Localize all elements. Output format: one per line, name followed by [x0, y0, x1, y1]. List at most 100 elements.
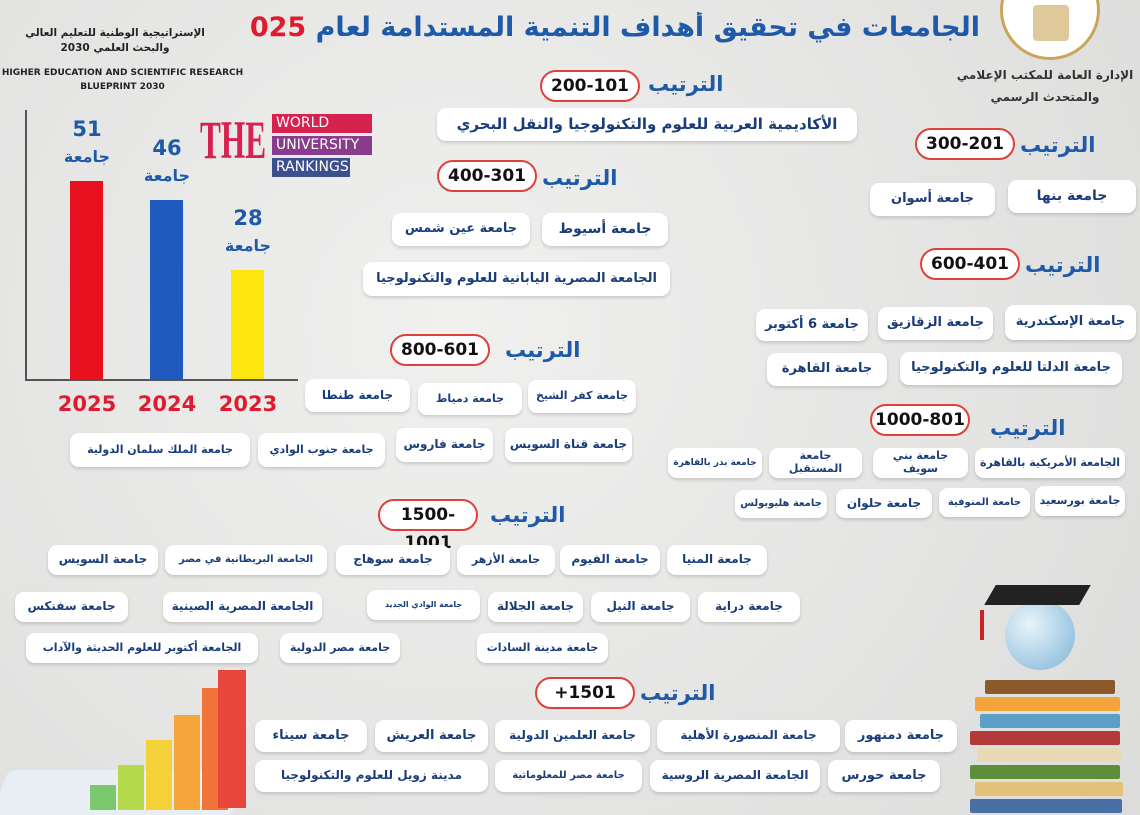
rank-label: الترتيب: [648, 72, 724, 96]
university-chip: جامعة المستقبل: [769, 448, 862, 478]
the-logo-world: WORLD: [272, 114, 372, 133]
media-line-1: الإدارة العامة للمكتب الإعلامي: [956, 68, 1134, 82]
university-chip: جامعة بني سويف: [873, 448, 968, 478]
university-chip: جامعة دمنهور: [845, 720, 957, 752]
university-chip: مدينة زويل للعلوم والتكنولوجيا: [255, 760, 488, 792]
university-chip: جامعة 6 أكتوبر: [756, 309, 868, 341]
university-chip: جامعة الدلتا للعلوم والتكنولوجيا: [900, 352, 1122, 385]
rank-label: الترتيب: [542, 166, 618, 190]
bar-unit-label: جامعة: [63, 147, 111, 166]
the-logo-university: UNIVERSITY: [272, 136, 372, 155]
rank-label: الترتيب: [990, 416, 1066, 440]
rank-range-badge: 300-201: [915, 128, 1015, 160]
rank-range-badge: 1500-1001: [378, 499, 478, 553]
university-chip: جامعة أسيوط: [542, 213, 668, 246]
university-chip: جامعة مدينة السادات: [477, 633, 608, 663]
rank-range-badge: 800-601: [390, 334, 490, 366]
university-chip: جامعة الملك سلمان الدولية: [70, 433, 250, 467]
university-chip: جامعة هليوبولس: [735, 490, 827, 518]
university-chip: جامعة دمياط: [418, 383, 522, 415]
university-chip: الجامعة الأمريكية بالقاهرة: [975, 448, 1125, 478]
university-chip: جامعة سيناء: [255, 720, 367, 752]
university-chip: جامعة دراية: [698, 592, 800, 622]
year-tick-label: 2023: [218, 392, 278, 416]
chart-x-axis: [25, 379, 298, 381]
bar-2024: [150, 200, 183, 379]
university-chip: جامعة طنطا: [305, 379, 410, 412]
rank-label: الترتيب: [1020, 133, 1096, 157]
rank-label: الترتيب: [490, 503, 566, 527]
media-office-text: الإدارة العامة للمكتب الإعلامي والمتحدث …: [955, 64, 1135, 108]
university-chip: الجامعة المصرية الصينية: [163, 592, 322, 622]
university-chip: جامعة الوادي الجديد: [367, 590, 480, 620]
rank-label: الترتيب: [1025, 253, 1101, 277]
rank-range-badge: 600-401: [920, 248, 1020, 280]
university-chip: جامعة الجلالة: [488, 592, 583, 622]
university-chip: جامعة بنها: [1008, 180, 1136, 213]
university-chip: جامعة الأزهر: [457, 545, 555, 575]
university-chip: جامعة النيل: [591, 592, 690, 622]
bar-value-label: 28: [233, 206, 263, 231]
university-chip: جامعة المنوفية: [939, 488, 1030, 517]
university-chip: جامعة أسوان: [870, 183, 995, 216]
bar-value-label: 46: [152, 136, 182, 161]
university-chip: جامعة الإسكندرية: [1005, 305, 1136, 340]
year-tick-label: 2025: [57, 392, 117, 416]
university-chip: جامعة جنوب الوادي: [258, 433, 385, 467]
university-chip: جامعة العلمين الدولية: [495, 720, 650, 752]
university-chip: الجامعة المصرية الروسية: [650, 760, 820, 792]
university-chip: الجامعة المصرية اليابانية للعلوم والتكنو…: [363, 262, 670, 296]
university-chip: جامعة فاروس: [396, 428, 493, 462]
university-chip: الجامعة أكتوبر للعلوم الحديثة والآداب: [26, 633, 258, 663]
rank-range-badge: 1000-801: [870, 404, 970, 436]
university-chip: جامعة بورسعيد: [1035, 486, 1125, 516]
strategy-logo-text: الإستراتيجية الوطنية للتعليم العالي والب…: [20, 26, 210, 56]
chart-y-axis: [25, 110, 27, 380]
rank-range-badge: +1501: [535, 677, 635, 709]
university-chip: جامعة حلوان: [836, 489, 932, 518]
university-chip: جامعة السويس: [48, 545, 158, 575]
strategy-line-2: والبحث العلمي 2030: [60, 42, 170, 54]
university-chip: جامعة مصر الدولية: [280, 633, 400, 663]
blueprint-text: HIGHER EDUCATION AND SCIENTIFIC RESEARCH…: [0, 66, 245, 94]
blueprint-line-1: HIGHER EDUCATION AND SCIENTIFIC RESEARCH: [1, 68, 244, 78]
university-chip: جامعة سوهاج: [336, 545, 450, 575]
university-chip: جامعة العريش: [375, 720, 488, 752]
bar-unit-label: جامعة: [143, 166, 191, 186]
ministry-seal-logo: [1000, 0, 1100, 60]
university-chip: جامعة المنيا: [667, 545, 767, 575]
the-logo-rankings: RANKINGS: [272, 158, 350, 177]
university-chip: جامعة سفنكس: [15, 592, 128, 622]
rank-label: الترتيب: [640, 681, 716, 705]
growth-graph-illustration: [0, 670, 250, 815]
university-chip: جامعة مصر للمعلوماتية: [495, 760, 642, 792]
university-chip: جامعة الفيوم: [560, 545, 660, 575]
university-chip: الجامعة البريطانية في مصر: [165, 545, 327, 575]
title-text: الجامعات في تحقيق أهداف التنمية المستدام…: [315, 12, 980, 43]
bar-2023: [231, 270, 264, 379]
university-chip: جامعة عين شمس: [392, 213, 530, 246]
blueprint-line-2: BLUEPRINT 2030: [80, 82, 165, 92]
rank-range-badge: 200-101: [540, 70, 640, 102]
university-chip: جامعة القاهرة: [767, 353, 887, 386]
the-logo-mark: THE: [200, 110, 267, 170]
bar-2025: [70, 181, 103, 379]
title-year: 2025: [250, 12, 307, 43]
bar-value-label: 51: [72, 117, 102, 141]
university-chip: جامعة كفر الشيخ: [528, 380, 636, 413]
title-top-line-cropped: [330, 0, 930, 2]
university-chip: جامعة قناة السويس: [505, 428, 632, 462]
rank-range-badge: 400-301: [437, 160, 537, 192]
bar-unit-label: جامعة: [224, 236, 272, 256]
rank-label: الترتيب: [505, 338, 581, 362]
page-title: الجامعات في تحقيق أهداف التنمية المستدام…: [250, 12, 980, 43]
books-graduation-cap-illustration: [965, 580, 1135, 815]
year-tick-label: 2024: [137, 392, 197, 416]
strategy-line-1: الإستراتيجية الوطنية للتعليم العالي: [25, 27, 205, 39]
university-chip: الأكاديمية العربية للعلوم والتكنولوجيا و…: [437, 108, 857, 141]
university-chip: جامعة حورس: [828, 760, 940, 792]
university-chip: جامعة المنصورة الأهلية: [657, 720, 840, 752]
the-rankings-logo: THE WORLD UNIVERSITY RANKINGS: [200, 110, 375, 182]
media-line-2: والمتحدث الرسمي: [990, 90, 1100, 104]
university-chip: جامعة بدر بالقاهرة: [668, 448, 762, 478]
